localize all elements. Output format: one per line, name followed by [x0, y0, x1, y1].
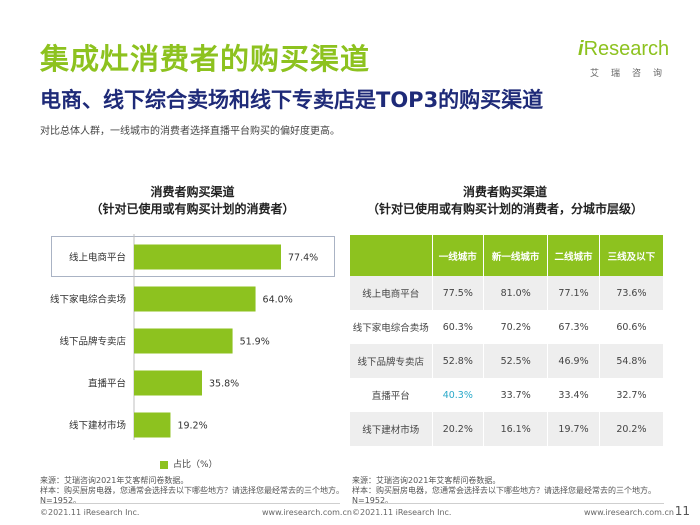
table-row: 直播平台 40.3% 33.7% 33.4% 32.7%	[350, 378, 665, 412]
source-note-right: 来源：艾瑞咨询2021年艾客帮问卷数据。 样本：购买厨房电器，您通常会选择去以下…	[352, 476, 656, 506]
table-cell: 46.9%	[547, 344, 600, 378]
city-tier-table: 一线城市 新一线城市 二线城市 三线及以下 线上电商平台 77.5% 81.0%…	[350, 235, 665, 446]
footer-copyright: ©2021.11 iResearch Inc.	[352, 508, 452, 517]
table-column-header: 三线及以下	[599, 235, 665, 276]
source-line: 来源：艾瑞咨询2021年艾客帮问卷数据。	[40, 476, 189, 485]
table-row: 线下家电综合卖场 60.3% 70.2% 67.3% 60.6%	[350, 310, 665, 344]
table-row: 线上电商平台 77.5% 81.0% 77.1% 73.6%	[350, 276, 665, 310]
table-cell: 67.3%	[547, 310, 600, 344]
table-cell: 52.8%	[432, 344, 485, 378]
bar-value-label: 19.2%	[177, 421, 207, 432]
table-cell: 81.0%	[483, 276, 549, 310]
bar-category-label: 直播平台	[88, 378, 126, 390]
footer-website-link[interactable]: www.iresearch.com.cn	[262, 508, 352, 517]
table-cell: 77.1%	[547, 276, 600, 310]
table-cell: 19.7%	[547, 412, 600, 446]
table-column-header: 二线城市	[547, 235, 600, 276]
table-cell-highlighted: 40.3%	[432, 378, 485, 412]
iresearch-logo: iResearch 艾瑞咨询	[578, 36, 670, 86]
table-cell: 20.2%	[432, 412, 485, 446]
chart-legend: 占比（%）	[160, 457, 218, 470]
top-row-highlight-box	[51, 236, 335, 277]
table-cell: 54.8%	[599, 344, 665, 378]
table-row-label: 直播平台	[350, 378, 433, 412]
source-line: 来源：艾瑞咨询2021年艾客帮问卷数据。	[352, 476, 501, 485]
bar-category-label: 线下建材市场	[69, 420, 126, 432]
sample-size-line: N=1952。	[40, 496, 82, 505]
legend-label: 占比（%）	[173, 460, 218, 470]
right-chart-heading: 消费者购买渠道 （针对已使用或有购买计划的消费者，分城市层级）	[346, 184, 664, 218]
sample-line: 样本：购买厨房电器，您通常会选择去以下哪些地方？请选择您最经常去的三个地方。	[40, 486, 344, 495]
bar-value-label: 35.8%	[209, 379, 239, 390]
table-cell: 20.2%	[599, 412, 665, 446]
bar	[134, 286, 256, 312]
table-cell: 73.6%	[599, 276, 665, 310]
logo-wordmark: iResearch	[578, 38, 670, 60]
table-cell: 77.5%	[432, 276, 485, 310]
legend-swatch	[160, 460, 168, 469]
page-title: 集成灶消费者的购买渠道	[40, 42, 371, 76]
table-row-label: 线下家电综合卖场	[350, 310, 433, 344]
logo-chinese: 艾瑞咨询	[590, 69, 675, 79]
table-row-label: 线下建材市场	[350, 412, 433, 446]
right-chart-heading-line1: 消费者购买渠道	[462, 185, 547, 199]
bar-value-label: 64.0%	[263, 295, 293, 306]
table-cell: 52.5%	[483, 344, 549, 378]
table-column-header: 一线城市	[432, 235, 485, 276]
footer-copyright: ©2021.11 iResearch Inc.	[40, 508, 140, 517]
table-cell: 70.2%	[483, 310, 549, 344]
table-corner-cell	[350, 235, 433, 276]
table-cell: 33.4%	[547, 378, 600, 412]
bar-category-label: 线下家电综合卖场	[50, 294, 126, 306]
table-cell: 60.3%	[432, 310, 485, 344]
right-chart-heading-line2: （针对已使用或有购买计划的消费者，分城市层级）	[366, 202, 643, 216]
sample-size-line: N=1952。	[352, 496, 394, 505]
table-header-row: 一线城市 新一线城市 二线城市 三线及以下	[350, 235, 665, 276]
table-column-header: 新一线城市	[483, 235, 549, 276]
source-note-left: 来源：艾瑞咨询2021年艾客帮问卷数据。 样本：购买厨房电器，您通常会选择去以下…	[40, 476, 344, 506]
table-cell: 16.1%	[483, 412, 549, 446]
page-description: 对比总体人群，一线城市的消费者选择直播平台购买的偏好度更高。	[40, 126, 340, 137]
sample-line: 样本：购买厨房电器，您通常会选择去以下哪些地方？请选择您最经常去的三个地方。	[352, 486, 656, 495]
footer-divider-left	[40, 503, 340, 504]
table-cell: 60.6%	[599, 310, 665, 344]
left-chart-heading: 消费者购买渠道 （针对已使用或有购买计划的消费者）	[50, 184, 335, 218]
table-row: 线下品牌专卖店 52.8% 52.5% 46.9% 54.8%	[350, 344, 665, 378]
table-row: 线下建材市场 20.2% 16.1% 19.7% 20.2%	[350, 412, 665, 446]
bar-category-label: 线下品牌专卖店	[59, 336, 126, 348]
footer-divider-right	[352, 503, 664, 504]
left-chart-heading-line2: （针对已使用或有购买计划的消费者）	[90, 202, 295, 216]
table-row-label: 线下品牌专卖店	[350, 344, 433, 378]
bar-value-label: 51.9%	[240, 337, 270, 348]
bar	[134, 370, 202, 396]
left-chart-heading-line1: 消费者购买渠道	[150, 185, 235, 199]
page-number: 11	[674, 504, 690, 518]
footer-website-link[interactable]: www.iresearch.com.cn	[584, 508, 674, 517]
table-cell: 32.7%	[599, 378, 665, 412]
table-cell: 33.7%	[483, 378, 549, 412]
page-subtitle: 电商、线下综合卖场和线下专卖店是TOP3的购买渠道	[40, 88, 544, 112]
table-row-label: 线上电商平台	[350, 276, 433, 310]
bar	[134, 412, 171, 438]
bar	[134, 328, 233, 354]
